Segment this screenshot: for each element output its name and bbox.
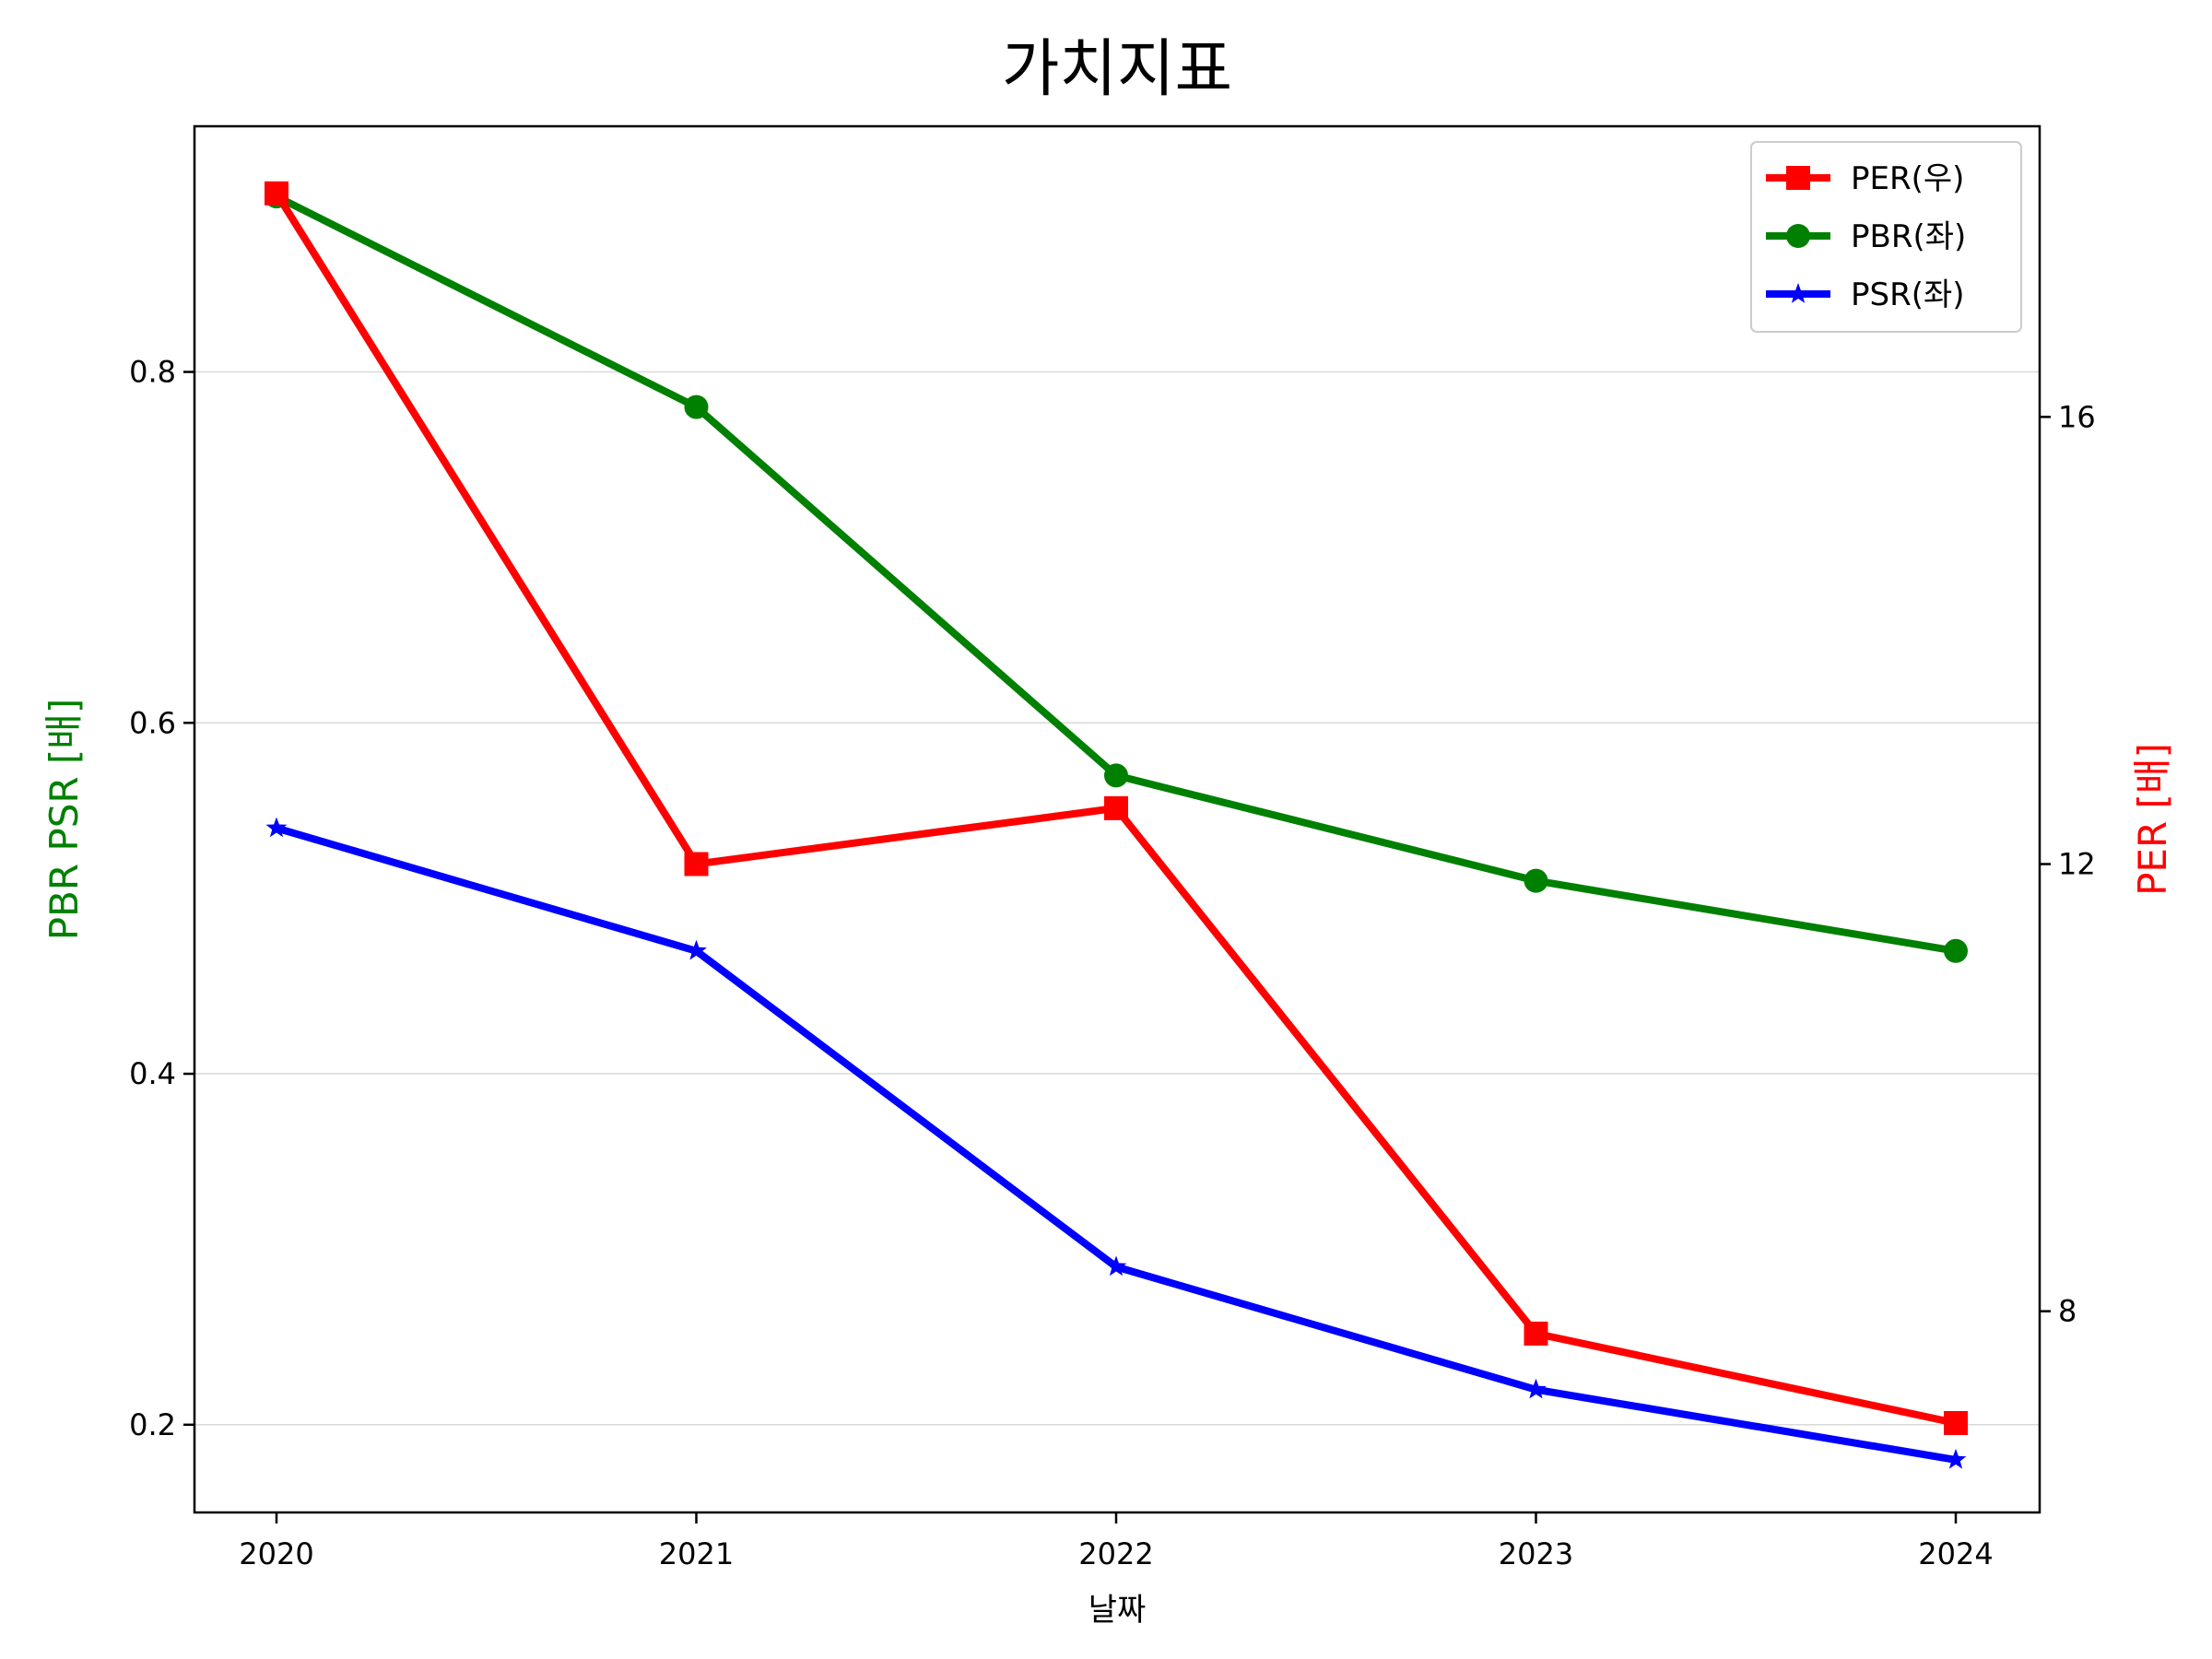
series-psr-line <box>273 824 1959 1464</box>
x-tick-label: 2021 <box>659 1536 734 1571</box>
y-axis-left-label: PBR PSR [배] <box>41 699 87 941</box>
series-per <box>265 181 1968 1435</box>
data-point-per <box>1104 795 1128 820</box>
data-point-pbr <box>1104 763 1128 788</box>
legend-box <box>1750 141 2022 333</box>
y-axis-right-label: PER [배] <box>2130 743 2175 896</box>
series-lines <box>265 181 1968 1469</box>
x-tick-label: 2024 <box>1918 1536 1993 1571</box>
data-point-psr <box>1525 1378 1547 1399</box>
series-pbr <box>265 184 1968 963</box>
y-right-tick-label: 8 <box>2058 1294 2077 1329</box>
data-point-per <box>1944 1410 1968 1435</box>
data-point-psr <box>265 817 288 838</box>
legend-marker-pbr <box>1786 224 1810 248</box>
legend-label-psr: PSR(좌) <box>1851 276 1965 313</box>
data-point-per <box>1524 1321 1548 1346</box>
legend-marker-psr <box>1787 283 1809 303</box>
x-tick-label: 2022 <box>1078 1536 1153 1571</box>
data-point-pbr <box>1524 868 1548 893</box>
y-right-tick-label: 12 <box>2058 847 2096 882</box>
data-point-per <box>265 181 288 206</box>
data-point-per <box>684 852 709 877</box>
legend-label-pbr: PBR(좌) <box>1851 218 1966 255</box>
data-point-pbr <box>1944 938 1968 963</box>
data-point-psr <box>1105 1255 1127 1277</box>
chart-title: 가치지표 <box>1002 33 1232 106</box>
y-left-tick-label: 0.2 <box>129 1407 176 1442</box>
series-pbr-line <box>273 193 1959 955</box>
series-psr <box>265 817 1967 1469</box>
x-tick-label: 2020 <box>239 1536 313 1571</box>
data-point-pbr <box>684 394 709 419</box>
y-left-tick-label: 0.6 <box>129 705 176 740</box>
x-tick-label: 2023 <box>1499 1536 1573 1571</box>
x-axis-label: 날짜 <box>1088 1592 1147 1629</box>
legend-label-per: PER(우) <box>1851 160 1964 197</box>
data-point-psr <box>1945 1448 1967 1469</box>
y-right-tick-label: 16 <box>2058 399 2096 434</box>
data-point-psr <box>686 939 707 960</box>
axis-ticks: 0.2 0.4 0.6 0.8 8 12 16 2020 2021 2022 2023 2024 <box>129 355 2096 1571</box>
legend: PER(우) PBR(좌) PSR(좌) <box>1750 141 2022 333</box>
y-left-tick-label: 0.8 <box>129 355 176 390</box>
y-left-tick-label: 0.4 <box>129 1056 176 1091</box>
legend-marker-per <box>1786 166 1810 190</box>
